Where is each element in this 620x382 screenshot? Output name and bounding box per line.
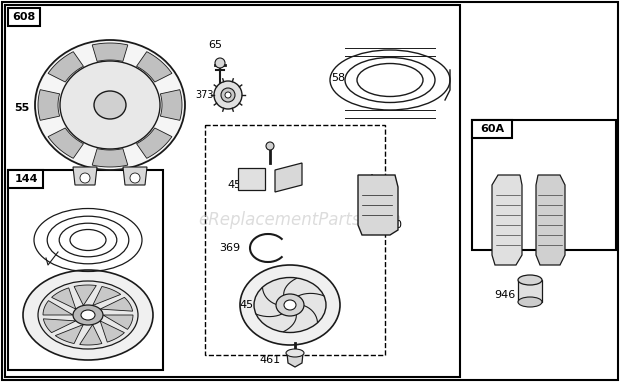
Ellipse shape <box>240 265 340 345</box>
Polygon shape <box>38 90 60 120</box>
Polygon shape <box>92 43 128 62</box>
Text: 608: 608 <box>12 12 35 22</box>
Text: 369: 369 <box>219 243 241 253</box>
Ellipse shape <box>518 275 542 285</box>
Text: eReplacementParts.com: eReplacementParts.com <box>198 211 402 229</box>
Polygon shape <box>518 280 542 302</box>
Ellipse shape <box>94 91 126 119</box>
Text: 58: 58 <box>331 73 345 83</box>
Polygon shape <box>536 175 565 265</box>
Polygon shape <box>136 52 172 82</box>
Ellipse shape <box>38 281 138 349</box>
Ellipse shape <box>60 61 160 149</box>
Circle shape <box>80 173 90 183</box>
Polygon shape <box>80 325 102 345</box>
Text: 65: 65 <box>208 40 222 50</box>
Text: 946: 946 <box>494 290 516 300</box>
Circle shape <box>266 142 274 150</box>
Polygon shape <box>73 167 97 185</box>
Bar <box>205 125 385 355</box>
Polygon shape <box>136 128 172 158</box>
Ellipse shape <box>23 270 153 360</box>
Polygon shape <box>48 52 84 82</box>
Ellipse shape <box>73 305 103 325</box>
Text: 461: 461 <box>259 355 281 365</box>
Polygon shape <box>103 315 133 329</box>
Text: 59: 59 <box>493 235 507 245</box>
Polygon shape <box>43 301 73 315</box>
Ellipse shape <box>286 349 304 357</box>
Circle shape <box>130 173 140 183</box>
Polygon shape <box>358 175 398 235</box>
Text: 55: 55 <box>14 103 30 113</box>
Ellipse shape <box>254 277 326 332</box>
Bar <box>472 120 616 250</box>
Polygon shape <box>492 175 522 265</box>
Bar <box>472 120 512 138</box>
Polygon shape <box>123 167 147 185</box>
Polygon shape <box>55 325 83 343</box>
Ellipse shape <box>518 297 542 307</box>
Circle shape <box>214 81 242 109</box>
Text: 60A: 60A <box>480 124 504 134</box>
Bar <box>8 8 40 26</box>
Polygon shape <box>238 168 265 190</box>
Bar <box>8 170 163 370</box>
Text: 60: 60 <box>388 220 402 230</box>
Text: 144: 144 <box>14 174 38 184</box>
Polygon shape <box>51 288 76 309</box>
Polygon shape <box>287 353 303 367</box>
Ellipse shape <box>81 310 95 320</box>
Text: 373: 373 <box>196 90 215 100</box>
Ellipse shape <box>276 294 304 316</box>
Polygon shape <box>48 128 84 158</box>
Polygon shape <box>74 285 96 306</box>
Circle shape <box>225 92 231 98</box>
Circle shape <box>221 88 235 102</box>
Ellipse shape <box>35 40 185 170</box>
Ellipse shape <box>284 300 296 310</box>
Bar <box>8 170 43 188</box>
Circle shape <box>215 58 225 68</box>
Polygon shape <box>43 319 76 333</box>
Polygon shape <box>100 297 133 311</box>
Text: 459: 459 <box>228 180 249 190</box>
Polygon shape <box>100 321 125 342</box>
Polygon shape <box>92 149 128 167</box>
Polygon shape <box>92 286 121 306</box>
Text: 456: 456 <box>239 300 260 310</box>
Polygon shape <box>275 163 302 192</box>
Polygon shape <box>161 90 182 120</box>
Bar <box>5 5 460 377</box>
